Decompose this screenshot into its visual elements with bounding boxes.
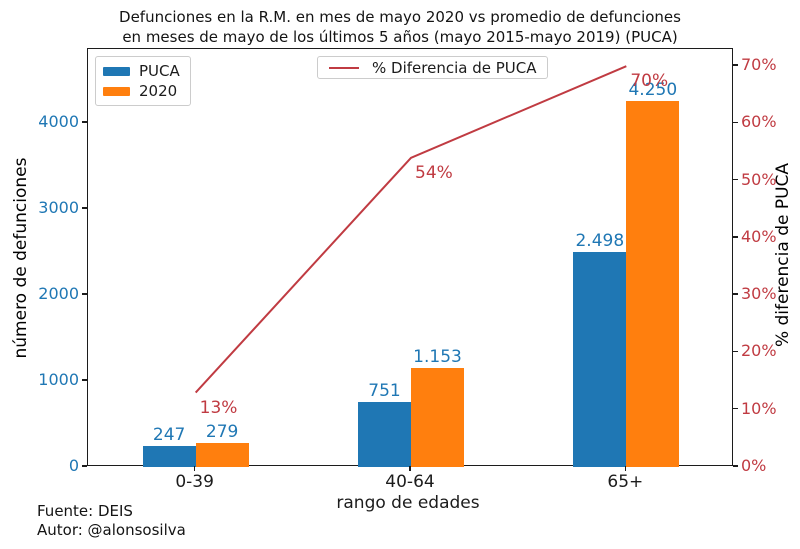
left-tick-label: 0 xyxy=(68,456,79,475)
chart-title-line2: en meses de mayo de los últimos 5 años (… xyxy=(122,28,678,46)
left-tick-mark xyxy=(82,207,87,209)
x-axis-title: rango de edades xyxy=(336,493,480,513)
right-tick-mark xyxy=(733,64,738,66)
right-tick-mark xyxy=(733,407,738,410)
left-tick-label: 4000 xyxy=(38,111,79,131)
bar-puca-0-39 xyxy=(142,445,196,467)
x-tick-mark xyxy=(409,466,411,471)
x-tick-label: 0-39 xyxy=(175,472,214,492)
bar-value-label: 279 xyxy=(205,422,239,442)
line-value-label: 13% xyxy=(199,397,238,418)
x-tick-mark xyxy=(193,466,196,471)
legend-item-puca-label: PUCA xyxy=(139,62,180,80)
right-tick-mark xyxy=(733,178,738,181)
bar-value-label: 4.250 xyxy=(628,80,678,101)
legend-line: % Diferencia de PUCA xyxy=(317,56,549,79)
line-series-svg xyxy=(194,65,627,394)
bar-value-label: 1.153 xyxy=(413,346,462,367)
legend-bars: PUCA 2020 xyxy=(95,56,191,106)
bar-value-label: 2.498 xyxy=(575,231,625,252)
left-tick-mark xyxy=(82,379,87,381)
right-tick-label: 70% xyxy=(741,55,777,75)
left-tick-mark xyxy=(82,293,87,295)
line-value-label: 54% xyxy=(415,162,453,183)
left-tick-label: 2000 xyxy=(38,283,79,303)
legend-item-puca: PUCA xyxy=(103,61,180,81)
left-tick-label: 1000 xyxy=(38,369,79,389)
legend-item-2020: 2020 xyxy=(103,81,180,101)
bar-2020-0-39 xyxy=(195,443,249,467)
right-axis-title: % diferencia de PUCA xyxy=(773,162,793,348)
left-tick-label: 3000 xyxy=(38,197,79,217)
puca-swatch xyxy=(103,66,130,76)
bar-puca-40-64 xyxy=(358,402,411,467)
source-credit: Fuente: DEIS xyxy=(37,502,133,520)
right-tick-label: 50% xyxy=(741,169,777,189)
x-tick-label: 40-64 xyxy=(385,472,435,492)
right-tick-mark xyxy=(733,293,738,295)
bar-2020-40-64 xyxy=(411,367,464,467)
line-series-swatch xyxy=(329,66,359,69)
right-tick-label: 30% xyxy=(741,284,777,304)
right-tick-mark xyxy=(733,121,738,124)
2020-swatch xyxy=(103,86,130,96)
pct-difference-line xyxy=(194,65,627,394)
left-axis-title: número de defunciones xyxy=(11,157,31,359)
right-tick-label: 20% xyxy=(741,341,777,361)
x-tick-mark xyxy=(624,466,627,471)
right-tick-mark xyxy=(733,465,738,467)
chart-title: Defunciones en la R.M. en mes de mayo 20… xyxy=(0,7,800,47)
right-tick-label: 10% xyxy=(741,398,777,418)
left-tick-mark xyxy=(82,121,87,123)
x-tick-label: 65+ xyxy=(607,472,644,492)
bar-value-label: 751 xyxy=(368,381,401,402)
legend-item-2020-label: 2020 xyxy=(139,82,178,100)
left-tick-mark xyxy=(82,465,87,467)
bar-value-label: 247 xyxy=(152,424,186,445)
footer-credits: Fuente: DEIS Autor: @alonsosilva xyxy=(37,502,186,539)
chart-title-line1: Defunciones en la R.M. en mes de mayo 20… xyxy=(119,8,681,26)
right-tick-label: 60% xyxy=(741,112,777,132)
right-tick-mark xyxy=(733,350,738,353)
author-credit: Autor: @alonsosilva xyxy=(37,520,186,539)
plot-area: PUCA 2020 % Diferencia de PUCA 247 751 2.4… xyxy=(87,48,733,467)
line-value-label: 70% xyxy=(630,71,669,92)
right-tick-label: 0% xyxy=(741,456,767,475)
legend-line-label: % Diferencia de PUCA xyxy=(372,58,537,77)
right-tick-label: 40% xyxy=(741,226,777,246)
right-tick-mark xyxy=(733,236,738,238)
bar-puca-65+ xyxy=(573,252,627,467)
bar-2020-65+ xyxy=(626,101,680,467)
